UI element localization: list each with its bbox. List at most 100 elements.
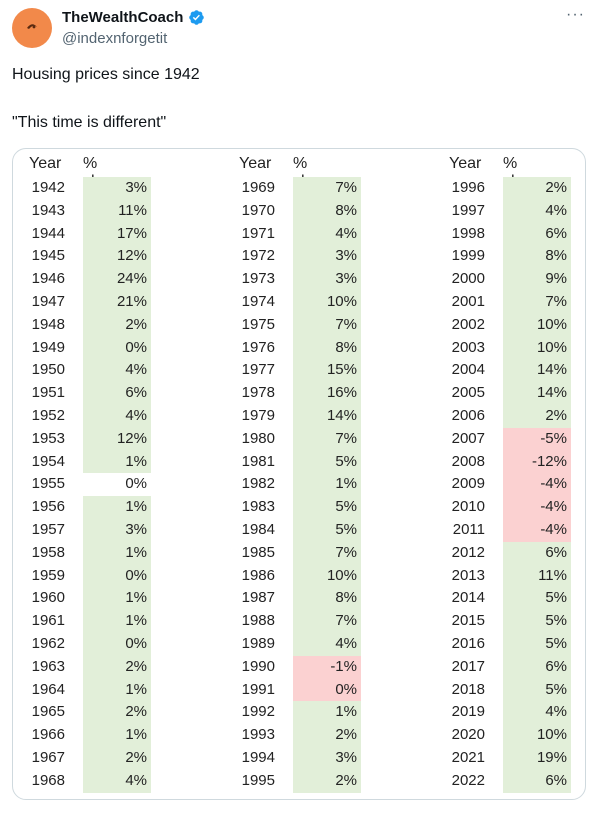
column-header-change: % change (503, 155, 556, 190)
table-cell-year: 1960 (31, 589, 65, 607)
table-cell-year: 2008 (451, 452, 485, 470)
table-cell-change: 0% (83, 564, 151, 588)
table-cell-change: 4% (293, 633, 361, 656)
table-cell-change: 1% (83, 587, 151, 611)
table-cell-change: 2% (83, 701, 151, 725)
table-cell-year: 1984 (241, 521, 275, 538)
table-cell-year: 2006 (451, 407, 485, 424)
table-cell-year: 2018 (451, 680, 485, 698)
table-cell-change: 7% (293, 541, 361, 565)
table-cell-change: -4% (503, 473, 571, 497)
table-cell-change: 19% (503, 747, 571, 770)
author-name[interactable]: TheWealthCoach (62, 9, 184, 26)
table-cell-change: 10% (503, 724, 571, 747)
table-cell-year: 1967 (31, 749, 65, 766)
table-cell-year: 1950 (31, 361, 65, 379)
table-cell-year: 1957 (31, 521, 65, 538)
table-cell-change: 7% (503, 291, 571, 314)
table-cell-change: -5% (503, 427, 571, 451)
table-cell-change: -4% (503, 519, 571, 542)
column-header-year: Year (29, 155, 62, 172)
table-cell-year: 1966 (31, 726, 65, 744)
column-header-year: Year (239, 155, 272, 172)
table-cell-year: 1985 (241, 543, 275, 561)
table-cell-year: 1965 (31, 703, 65, 721)
table-cell-change: 5% (293, 519, 361, 542)
table-cell-year: 1993 (241, 726, 275, 744)
table-cell-year: 1979 (241, 407, 275, 424)
table-cell-change: 4% (293, 222, 361, 246)
table-cell-change: 4% (83, 405, 151, 428)
table-cell-year: 2004 (451, 361, 485, 379)
table-cell-year: 1974 (241, 293, 275, 310)
table-cell-year: 2013 (451, 566, 485, 584)
table-cell-year: 2012 (451, 543, 485, 561)
table-cell-change: 24% (83, 268, 151, 291)
table-cell-year: 1996 (451, 179, 485, 196)
table-cell-year: 1989 (241, 635, 275, 652)
table-cell-change: 2% (83, 313, 151, 337)
table-cell-year: 2003 (451, 338, 485, 356)
table-cell-year: 1970 (241, 201, 275, 219)
avatar[interactable] (12, 8, 52, 48)
table-cell-year: 1954 (31, 452, 65, 470)
table-cell-year: 1976 (241, 338, 275, 356)
table-cell-change: 1% (83, 450, 151, 474)
table-cell-year: 1947 (31, 293, 65, 310)
table-cell-year: 1964 (31, 680, 65, 698)
table-cell-change: 2% (503, 177, 571, 200)
table-cell-change: 2% (293, 769, 361, 793)
table-cell-change: 5% (503, 587, 571, 611)
table-cell-year: 1992 (241, 703, 275, 721)
author-handle[interactable]: @indexnforgetit (62, 30, 168, 47)
table-cell-change: 7% (293, 313, 361, 337)
table-cell-change: 0% (293, 678, 361, 702)
column-header-year: Year (449, 155, 482, 172)
table-cell-change: 7% (293, 177, 361, 200)
table-cell-year: 1969 (241, 179, 275, 196)
table-cell-year: 1983 (241, 498, 275, 516)
table-cell-year: 1971 (241, 224, 275, 242)
table-cell-change: 1% (83, 541, 151, 565)
more-options-icon[interactable]: ··· (566, 6, 585, 23)
table-cell-year: 1980 (241, 429, 275, 447)
table-cell-change: 0% (83, 473, 151, 497)
table-cell-change: 10% (503, 336, 571, 360)
table-cell-year: 2011 (452, 521, 485, 538)
table-cell-year: 1981 (241, 452, 275, 470)
table-cell-change: 11% (83, 199, 151, 223)
table-cell-change: -1% (293, 655, 361, 679)
column-header-change: % change (83, 155, 136, 190)
table-cell-change: 3% (293, 268, 361, 291)
table-cell-change: 8% (503, 245, 571, 269)
table-cell-change: 5% (293, 450, 361, 474)
table-cell-change: 3% (293, 245, 361, 269)
table-cell-change: 14% (503, 382, 571, 405)
table-cell-year: 1994 (241, 749, 275, 766)
table-cell-change: 12% (83, 245, 151, 269)
table-cell-change: 8% (293, 199, 361, 223)
table-cell-change: -4% (503, 496, 571, 519)
table-cell-year: 2020 (451, 726, 485, 744)
table-cell-change: 11% (503, 564, 571, 588)
table-cell-year: 1982 (241, 475, 275, 493)
table-cell-year: 1963 (31, 657, 65, 675)
table-cell-year: 1997 (451, 201, 485, 219)
tweet-text-line-1: Housing prices since 1942 (12, 66, 200, 83)
table-cell-year: 1943 (31, 201, 65, 219)
table-cell-year: 2005 (451, 384, 485, 402)
table-cell-change: 4% (503, 701, 571, 725)
table-cell-change: 6% (503, 222, 571, 246)
table-cell-year: 1973 (241, 270, 275, 288)
table-cell-year: 2010 (451, 498, 485, 516)
tweet-media-table[interactable]: Year% change19423%194311%194417%194512%1… (12, 148, 586, 800)
table-cell-year: 1995 (241, 771, 275, 789)
table-cell-change: 10% (503, 313, 571, 337)
table-cell-change: 9% (503, 268, 571, 291)
table-cell-change: 6% (83, 382, 151, 405)
table-cell-change: 5% (293, 496, 361, 519)
table-cell-year: 1942 (31, 179, 65, 196)
table-cell-year: 1951 (31, 384, 65, 402)
table-cell-year: 1972 (241, 247, 275, 265)
